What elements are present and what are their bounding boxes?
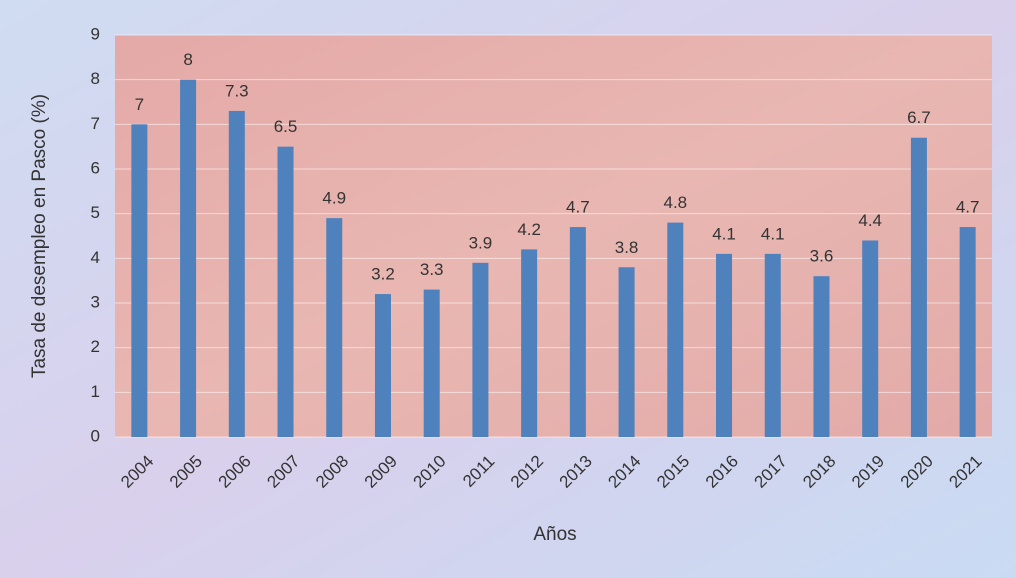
data-label: 3.6 [810,247,834,266]
data-label: 7 [135,95,144,114]
y-tick-label: 6 [91,158,100,177]
plot-area [115,35,992,437]
bar [472,262,489,437]
bar [862,240,879,437]
data-label: 3.9 [469,233,493,252]
data-label: 4.7 [956,198,980,217]
data-label: 4.2 [517,220,541,239]
y-tick-label: 1 [91,382,100,401]
y-axis-title: Tasa de desempleo en Pasco (%) [29,94,50,378]
y-tick-label: 9 [91,24,100,43]
bar [277,146,294,437]
data-label: 3.8 [615,238,639,257]
bar [521,249,538,437]
bar [374,294,391,437]
y-tick-label: 3 [91,292,100,311]
y-tick-label: 8 [91,69,100,88]
y-tick-label: 5 [91,203,100,222]
data-label: 3.3 [420,260,444,279]
bar [764,253,781,437]
data-label: 6.5 [274,117,298,136]
y-tick-label: 0 [91,426,100,445]
x-axis-title: Años [533,524,576,545]
data-label: 3.2 [371,265,395,284]
data-label: 8 [183,50,192,69]
bar [716,253,733,437]
data-label: 4.1 [712,224,736,243]
bar [667,222,684,437]
data-label: 4.8 [663,193,687,212]
bar [228,110,245,437]
y-tick-label: 2 [91,337,100,356]
data-label: 4.9 [322,189,346,208]
data-label: 4.1 [761,224,785,243]
data-label: 7.3 [225,81,249,100]
bar [326,218,343,437]
data-label: 6.7 [907,108,931,127]
y-tick-label: 4 [91,248,100,267]
bar [959,227,976,437]
y-tick-label: 7 [91,114,100,133]
bar [618,267,635,437]
bar [180,79,197,438]
bar [813,276,830,437]
bar [131,124,148,437]
data-label: 4.7 [566,198,590,217]
data-label: 4.4 [858,211,882,230]
bar [423,289,440,437]
bar [569,227,586,437]
bar [910,137,927,437]
